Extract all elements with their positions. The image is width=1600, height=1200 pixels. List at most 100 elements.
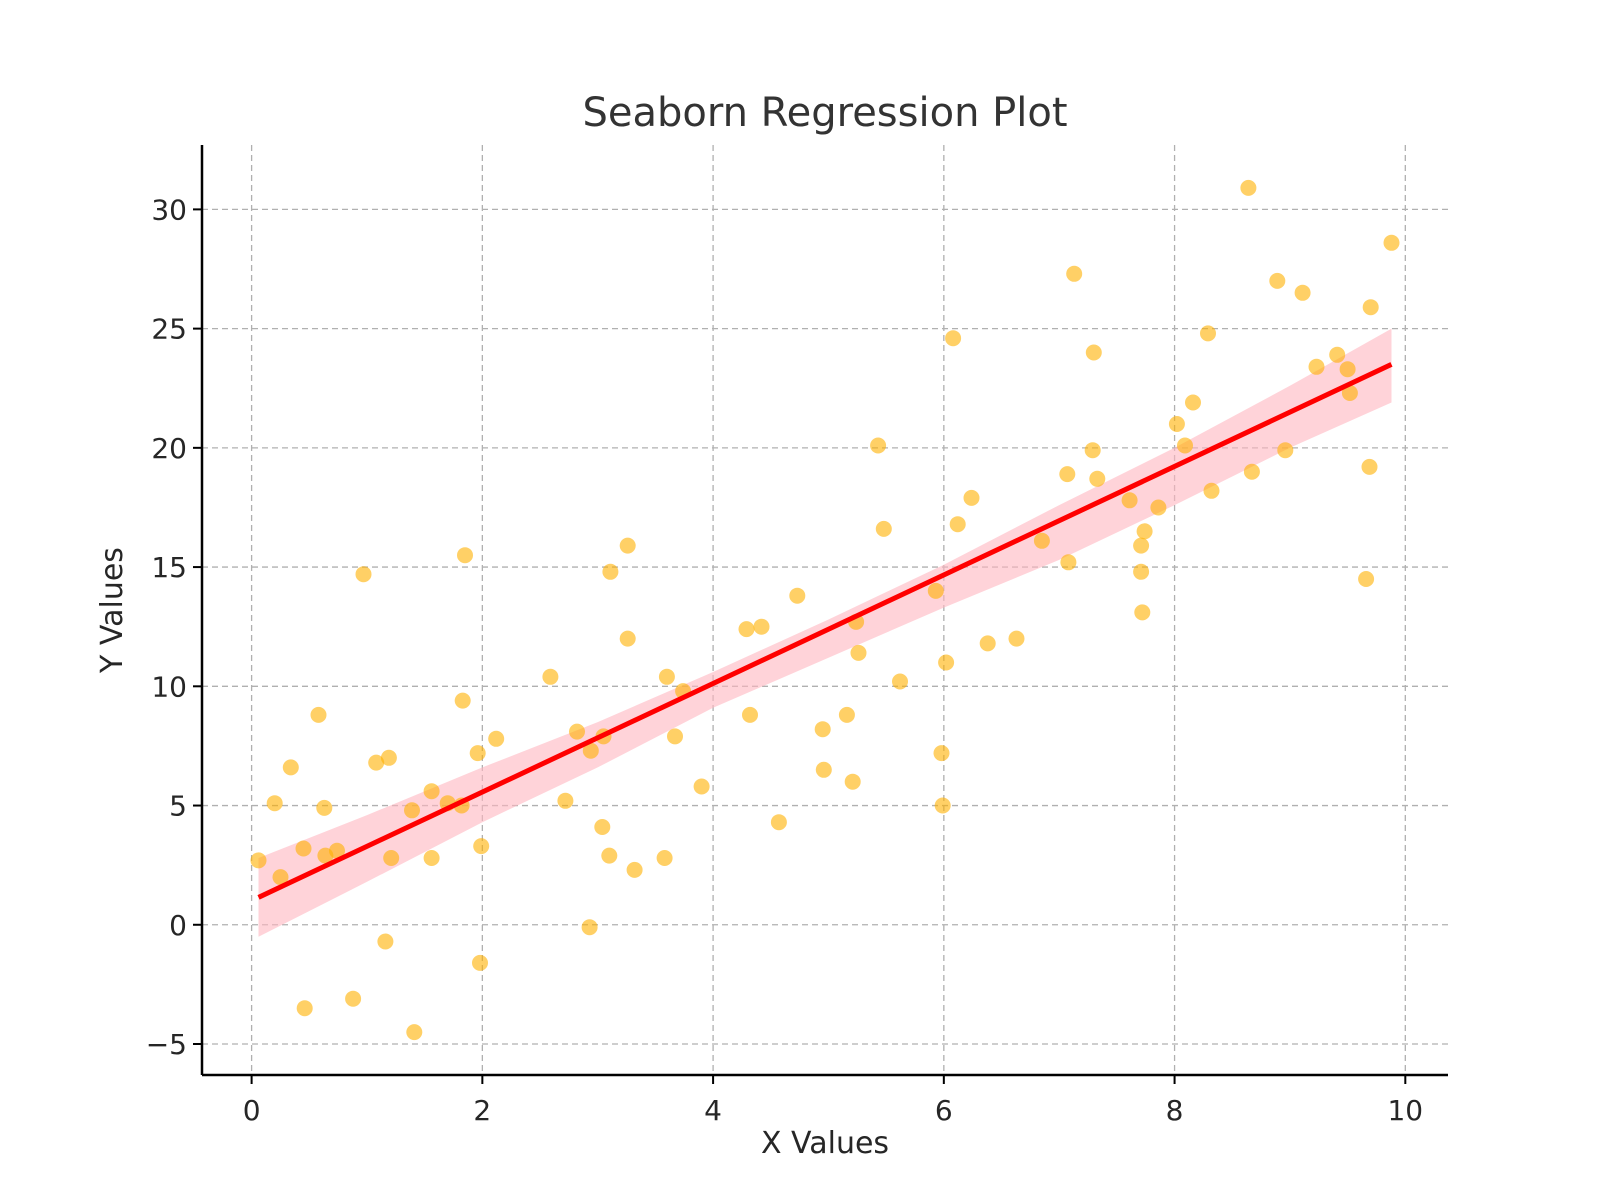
scatter-point — [1059, 466, 1076, 483]
scatter-point — [963, 489, 980, 506]
x-tick-label: 0 — [243, 1094, 261, 1127]
scatter-point — [789, 587, 806, 604]
scatter-point — [850, 644, 867, 661]
scatter-point — [738, 621, 755, 638]
y-tick-label: 10 — [151, 670, 187, 703]
scatter-point — [454, 692, 471, 709]
scatter-point — [1277, 442, 1294, 459]
y-tick-label: 20 — [151, 432, 187, 465]
scatter-point — [938, 654, 955, 671]
scatter-point — [844, 773, 861, 790]
scatter-point — [542, 668, 559, 685]
scatter-point — [582, 742, 599, 759]
scatter-point — [1185, 394, 1201, 411]
scatter-point — [266, 795, 283, 812]
scatter-point — [753, 618, 770, 635]
scatter-point — [377, 933, 394, 950]
scatter-point — [1383, 234, 1400, 251]
scatter-point — [423, 783, 440, 800]
scatter-point — [423, 850, 440, 866]
scatter-point — [1294, 284, 1311, 301]
scatter-point — [569, 723, 585, 740]
scatter-point — [934, 797, 951, 814]
scatter-point — [1341, 385, 1358, 401]
scatter-point — [693, 778, 710, 795]
scatter-point — [329, 842, 345, 859]
scatter-point — [1089, 470, 1106, 487]
scatter-point — [1134, 604, 1151, 621]
scatter-point — [945, 330, 962, 347]
x-tick-label: 2 — [473, 1094, 491, 1127]
scatter-point — [1066, 265, 1083, 282]
scatter-point — [933, 745, 950, 762]
scatter-point — [1203, 482, 1220, 499]
scatter-point — [316, 799, 333, 816]
y-tick-label: −5 — [146, 1028, 187, 1061]
scatter-point — [272, 869, 289, 886]
scatter-point — [1168, 416, 1185, 432]
scatter-point — [557, 792, 574, 809]
scatter-point — [1243, 463, 1260, 480]
scatter-point — [1240, 179, 1257, 196]
x-tick-label: 4 — [704, 1094, 722, 1127]
scatter-point — [949, 516, 966, 533]
scatter-point — [658, 668, 675, 685]
axes: 0 2 4 6 8 10 −5 0 5 10 15 20 25 30 — [146, 145, 1448, 1127]
scatter-point — [406, 1024, 423, 1041]
scatter-point — [1008, 630, 1025, 647]
scatter-point — [1150, 499, 1167, 516]
scatter-point — [815, 761, 832, 778]
y-tick-label: 5 — [169, 790, 187, 823]
scatter-point — [814, 721, 831, 738]
regression-line-layer — [257, 362, 1393, 900]
scatter-point — [1329, 346, 1346, 363]
y-tick-label: 15 — [151, 551, 187, 584]
scatter-point — [838, 706, 855, 723]
scatter-point — [383, 850, 400, 866]
scatter-point — [667, 728, 683, 745]
scatter-point — [1136, 523, 1153, 540]
scatter-point — [1121, 492, 1138, 509]
scatter-point — [619, 630, 636, 647]
scatter-point — [345, 990, 362, 1007]
scatter-points — [250, 179, 1400, 1041]
scatter-point — [979, 635, 996, 652]
scatter-point — [626, 861, 643, 878]
regression-line — [257, 362, 1393, 900]
scatter-point — [892, 673, 908, 690]
scatter-point — [1308, 358, 1325, 375]
scatter-point — [310, 706, 327, 723]
scatter-point — [875, 520, 892, 537]
scatter-point — [1200, 325, 1216, 342]
grid-lines — [202, 145, 1448, 1075]
scatter-point — [1358, 571, 1375, 587]
scatter-point — [770, 814, 787, 831]
scatter-point — [1339, 361, 1356, 378]
scatter-point — [295, 840, 312, 857]
scatter-point — [1084, 442, 1101, 459]
scatter-point — [1133, 537, 1150, 554]
scatter-point — [1177, 437, 1193, 454]
x-tick-label: 8 — [1166, 1094, 1184, 1127]
scatter-point — [472, 954, 488, 971]
scatter-point — [581, 919, 598, 936]
scatter-point — [457, 547, 473, 564]
scatter-point — [1085, 344, 1102, 361]
scatter-point — [355, 566, 372, 583]
scatter-point — [380, 749, 397, 766]
scatter-point — [250, 852, 267, 869]
y-tick-label: 30 — [151, 193, 187, 226]
x-tick-label: 6 — [935, 1094, 953, 1127]
scatter-point — [742, 706, 758, 723]
scatter-point — [1060, 554, 1077, 571]
scatter-point — [601, 847, 618, 864]
scatter-point — [656, 850, 673, 866]
scatter-point — [594, 819, 611, 835]
scatter-point — [368, 754, 385, 771]
scatter-point — [282, 759, 299, 776]
y-tick-label: 0 — [169, 909, 187, 942]
scatter-point — [1361, 458, 1378, 475]
scatter-point — [1133, 563, 1150, 580]
scatter-point — [473, 838, 490, 855]
